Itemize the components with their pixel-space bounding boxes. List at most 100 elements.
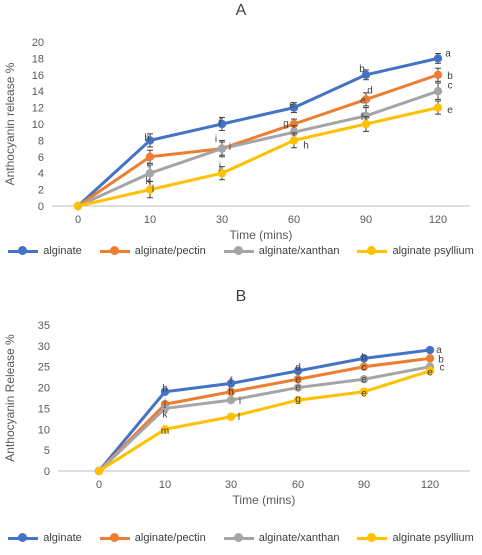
legend-item-alginate: alginate — [8, 532, 82, 544]
data-point-alginate-pectin — [361, 95, 371, 104]
data-point-alginate-xanthan — [226, 395, 236, 405]
data-point-alginate-xanthan — [145, 169, 155, 178]
legend-label-alginate-xanthan: alginate/xanthan — [258, 532, 340, 544]
significance-label: l — [152, 184, 154, 195]
series-line-alginate-psyllium — [98, 369, 431, 473]
significance-label: h — [303, 141, 309, 152]
data-point-alginate-psyllium — [160, 425, 170, 434]
significance-label: i — [147, 159, 149, 170]
data-point-alginate-psyllium — [145, 185, 155, 194]
series-line-alginate-pectin — [97, 356, 431, 473]
data-point-alginate — [433, 54, 443, 63]
significance-label: e — [360, 95, 366, 106]
y-tick-label: 5 — [44, 445, 50, 457]
series-line-alginate-pectin — [77, 73, 439, 208]
legend-label-alginate-psyllium: alginate psyllium — [392, 245, 474, 257]
data-point-alginate — [160, 387, 170, 396]
significance-label: b — [447, 71, 453, 82]
significance-label: d — [367, 86, 373, 97]
data-point-alginate-pectin — [145, 152, 155, 161]
significance-label: l — [238, 412, 240, 423]
significance-label: h — [144, 133, 150, 144]
significance-label: h — [228, 387, 234, 398]
legend-label-alginate-pectin: alginate/pectin — [134, 245, 206, 257]
significance-label: g — [295, 394, 301, 405]
significance-label: e — [361, 374, 367, 385]
data-point-alginate — [226, 379, 236, 388]
data-point-alginate-pectin — [433, 70, 443, 80]
y-tick-label: 15 — [38, 403, 50, 415]
significance-label: m — [161, 426, 169, 437]
legend-label-alginate-xanthan: alginate/xanthan — [258, 245, 340, 257]
significance-label: e — [361, 389, 367, 400]
data-point-alginate — [361, 70, 371, 80]
y-tick-label: 20 — [38, 383, 50, 395]
chart-b-plot: 0 5 10 15 20 25 30 35 0 10 30 60 90 120 Time (mins) Ant… — [3, 320, 470, 507]
data-point-alginate — [145, 136, 155, 145]
data-point-alginate — [359, 354, 369, 363]
data-point-alginate-psyllium — [226, 412, 236, 421]
significance-label: j — [218, 161, 221, 172]
x-axis-label: Time (mins) — [230, 228, 293, 242]
y-tick-label: 16 — [32, 70, 44, 82]
data-point-alginate-psyllium — [217, 169, 227, 178]
x-tick-label: 0 — [75, 214, 81, 226]
significance-label: e — [427, 368, 433, 379]
y-tick-label: 18 — [32, 53, 44, 65]
x-tick-label: 10 — [144, 214, 156, 226]
data-point-alginate-xanthan — [359, 375, 369, 384]
significance-label: c — [440, 363, 445, 374]
y-tick-label: 4 — [38, 168, 44, 180]
legend-swatch-alginate-pectin — [99, 533, 130, 542]
legend-item-alginate-psyllium: alginate psyllium — [357, 532, 474, 544]
legend-swatch-alginate — [8, 533, 39, 542]
significance-label: h — [162, 384, 168, 395]
x-axis-label: Time (mins) — [233, 493, 296, 507]
x-tick-label: 120 — [429, 214, 447, 226]
significance-label: e — [295, 383, 301, 394]
significance-label: c — [362, 363, 367, 374]
data-point-alginate-psyllium — [94, 466, 104, 476]
y-tick-label: 12 — [32, 103, 44, 115]
legend-item-alginate-psyllium: alginate psyllium — [357, 245, 474, 257]
y-tick-label: 20 — [32, 37, 44, 49]
legend-item-alginate-xanthan: alginate/xanthan — [223, 245, 340, 257]
significance-label: a — [445, 49, 451, 60]
significance-label: f — [230, 376, 233, 387]
data-point-alginate-pectin — [293, 375, 303, 384]
chart-b-legend: alginate alginate/pectin alginate/xantha… — [0, 532, 482, 544]
data-point-alginate — [425, 345, 435, 355]
data-point-alginate-psyllium — [289, 136, 299, 145]
significance-label: j — [163, 398, 166, 409]
data-point-alginate-pectin — [425, 354, 435, 363]
significance-label: e — [289, 100, 295, 111]
significance-label: f — [361, 112, 364, 123]
data-point-alginate-xanthan — [289, 128, 299, 137]
y-tick-label: 30 — [38, 341, 50, 353]
significance-label: i — [239, 396, 241, 407]
series-line-alginate-xanthan — [77, 89, 439, 208]
x-tick-label: 60 — [288, 214, 300, 226]
y-axis-label: Anthocyanin Release % — [3, 334, 17, 462]
significance-label: c — [448, 81, 453, 92]
significance-label: k — [146, 176, 152, 187]
chart-a-plot: 0 2 4 6 8 10 12 14 16 18 20 0 10 30 60 90 120 Time (mins)… — [3, 37, 470, 242]
data-point-alginate-psyllium — [361, 119, 371, 129]
significance-label: b — [361, 352, 367, 363]
legend-label-alginate: alginate — [43, 245, 82, 257]
y-tick-label: 0 — [44, 466, 50, 478]
y-tick-label: 8 — [38, 135, 44, 147]
chart-a-title: A — [235, 2, 247, 19]
x-tick-label: 30 — [225, 479, 237, 491]
significance-label: i — [215, 134, 217, 145]
significance-label: b — [359, 64, 365, 75]
legend-item-alginate-xanthan: alginate/xanthan — [223, 532, 340, 544]
legend-swatch-alginate-psyllium — [357, 533, 388, 542]
legend-swatch-alginate-psyllium — [357, 246, 388, 255]
legend-swatch-alginate-pectin — [99, 246, 130, 255]
legend-label-alginate-pectin: alginate/pectin — [134, 532, 206, 544]
series-line-alginate-xanthan — [97, 365, 431, 473]
data-point-alginate-psyllium — [425, 366, 435, 376]
y-tick-label: 35 — [38, 320, 50, 332]
y-tick-label: 14 — [32, 86, 44, 98]
